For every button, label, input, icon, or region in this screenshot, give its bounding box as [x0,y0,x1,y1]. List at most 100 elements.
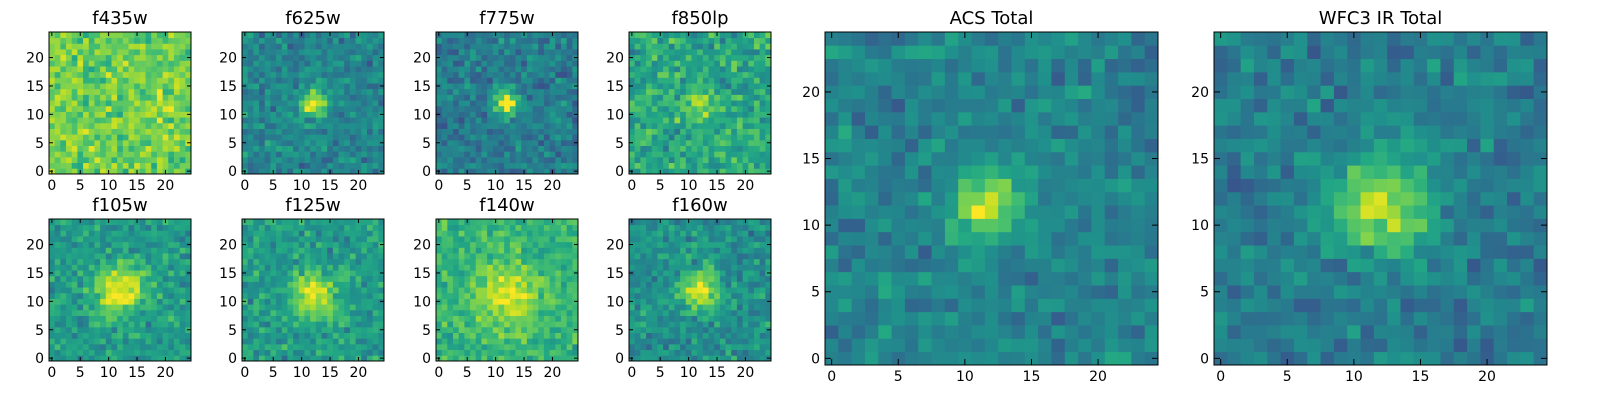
heatmap-cell [475,253,482,260]
heatmap-cell [54,281,61,288]
heatmap-cell [464,343,471,351]
heatmap-cell [526,77,533,84]
heatmap-cell [105,43,112,50]
heatmap-cell [549,117,556,124]
heatmap-cell [509,49,516,56]
heatmap-cell [253,343,260,351]
heatmap-cell [538,105,545,112]
heatmap-cell [94,224,101,231]
heatmap-cell [572,343,579,351]
heatmap-cell [736,100,743,107]
heatmap-cell [719,49,726,56]
heatmap-cell [475,309,482,316]
heatmap-cell [714,88,721,95]
heatmap-cell [88,54,95,61]
heatmap-cell [242,304,249,311]
heatmap-cell [719,321,726,328]
heatmap-cell [253,77,260,84]
heatmap-cell [264,236,271,243]
heatmap-cell [674,54,681,61]
heatmap-cell [674,122,681,129]
heatmap-cell [441,224,448,231]
heatmap-cell [515,349,522,356]
heatmap-cell [759,134,766,141]
heatmap-cell [475,298,482,305]
heatmap-cell [338,49,345,56]
heatmap-cell [481,162,488,169]
heatmap-cell [753,83,761,90]
heatmap-cell [765,338,772,345]
heatmap-cell [276,88,283,95]
heatmap-cell [168,304,175,311]
heatmap-cell [668,281,675,288]
heatmap-cell [264,247,271,254]
heatmap-cell [100,60,107,67]
heatmap-cell [453,88,460,95]
heatmap-cell [156,343,163,351]
heatmap-cell [310,241,317,248]
heatmap-cell [179,343,186,351]
heatmap-cell [470,139,477,146]
heatmap-cell [504,60,511,67]
heatmap-cell [105,145,112,152]
heatmap-cell [521,162,528,169]
heatmap-cell [338,332,345,339]
heatmap-cell [145,66,152,73]
heatmap-cell [640,37,647,44]
heatmap-cell [685,349,692,356]
heatmap-cell [436,88,443,95]
heatmap-cell [532,139,539,146]
heatmap-cell [555,321,562,328]
heatmap-cell [151,168,158,175]
heatmap-cell [441,88,448,95]
heatmap-cell [60,151,67,158]
heatmap-cell [759,71,766,78]
heatmap-cell [88,60,95,67]
heatmap-cell [270,37,277,44]
heatmap-cell [139,54,146,61]
heatmap-cell [338,253,345,260]
heatmap-cell [753,343,761,351]
heatmap-cell [538,71,545,78]
heatmap-cell [366,309,374,316]
heatmap-cell [372,162,379,169]
heatmap-cell [538,37,545,44]
heatmap-cell [372,292,379,299]
heatmap-cell [344,338,351,345]
heatmap-cell [498,37,505,44]
x-tick-label: 15 [128,365,146,381]
heatmap-cell [464,236,471,243]
heatmap-cell [441,292,448,299]
heatmap-cell [83,343,90,351]
heatmap-cell [122,292,129,299]
heatmap-cell [77,156,84,164]
heatmap-cell [281,66,288,73]
heatmap-cell [276,66,283,73]
heatmap-cell [304,94,311,101]
heatmap-cell [253,111,260,118]
heatmap-cell [117,122,124,129]
heatmap-cell [748,49,755,56]
heatmap-cell [122,224,129,231]
heatmap-cell [509,321,516,328]
heatmap-cell [304,236,311,243]
heatmap-cell [179,264,186,271]
heatmap-cell [697,343,704,351]
heatmap-cell [538,54,545,61]
heatmap-cell [436,309,443,316]
heatmap-cell [366,332,374,339]
heatmap-cell [344,321,351,328]
heatmap-cell [572,247,579,254]
heatmap-cell [310,253,317,260]
heatmap-cell [441,298,448,305]
heatmap-cell [560,60,568,67]
heatmap-cell [464,253,471,260]
heatmap-cell [731,281,738,288]
heatmap-cell [481,247,488,254]
heatmap-cell [168,139,175,146]
heatmap-cell [487,162,494,169]
heatmap-cell [521,275,528,282]
heatmap-cell [498,230,505,237]
heatmap-cell [372,355,379,362]
heatmap-cell [100,32,107,39]
